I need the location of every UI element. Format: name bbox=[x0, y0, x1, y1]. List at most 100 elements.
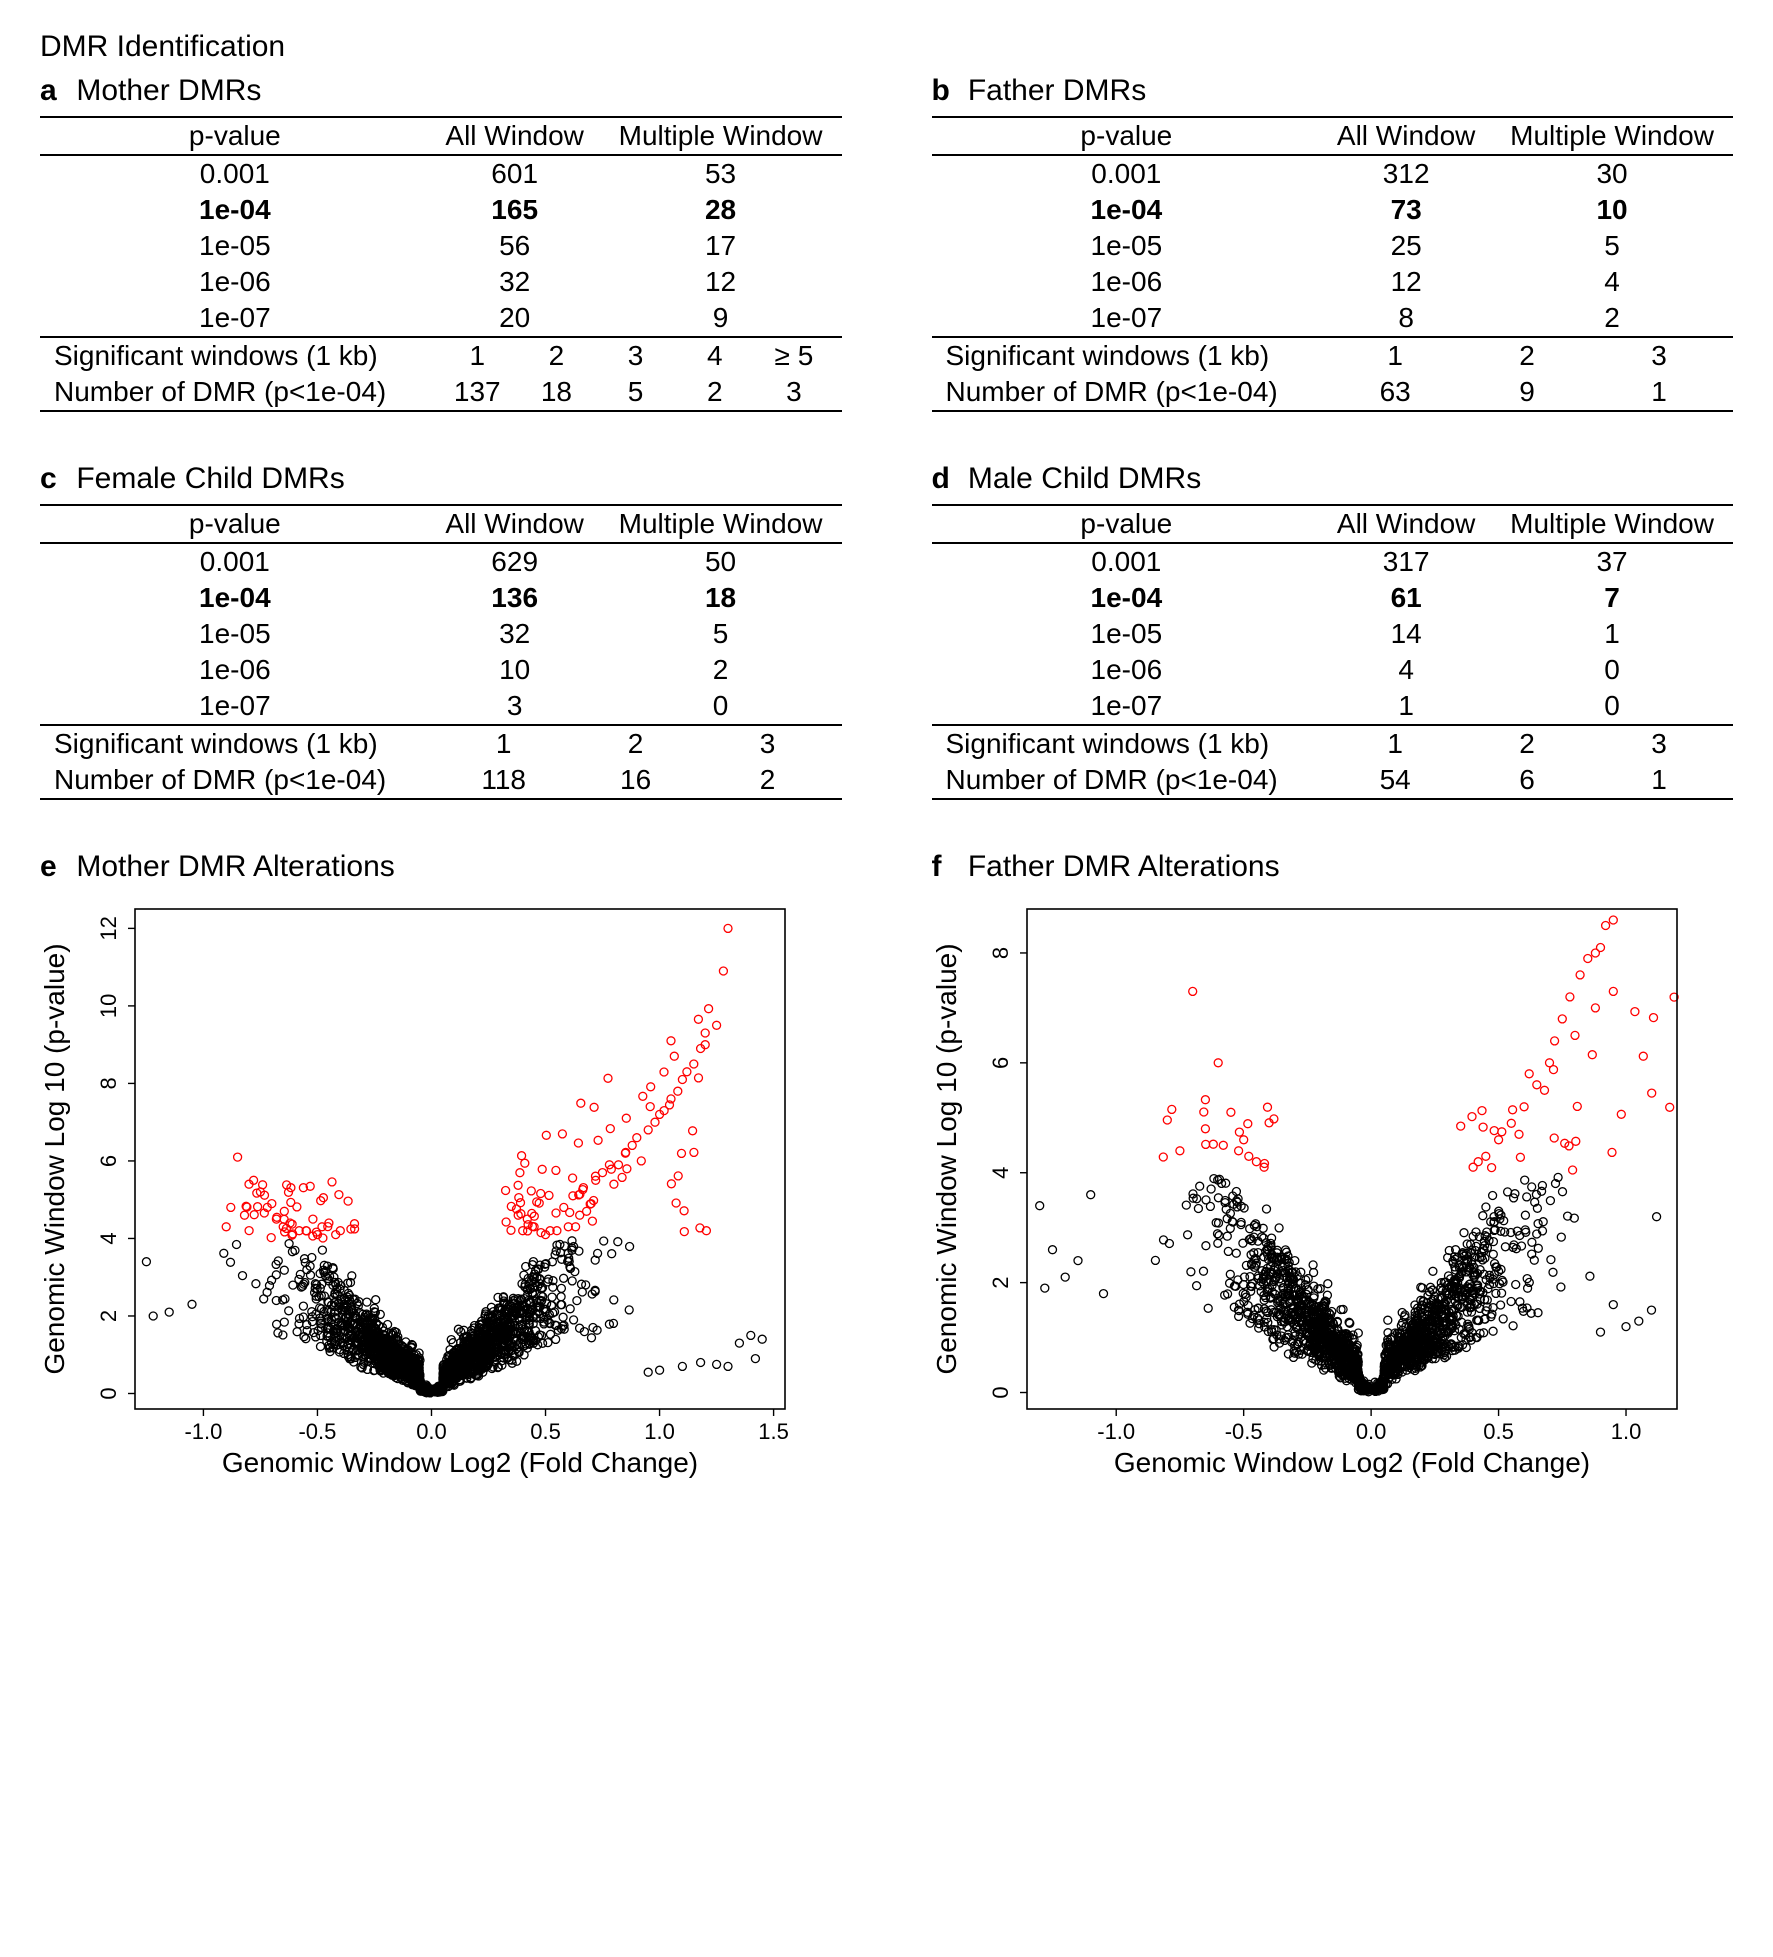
svg-text:8: 8 bbox=[988, 947, 1013, 959]
table-cell: 50 bbox=[600, 543, 842, 580]
svg-text:0.0: 0.0 bbox=[1355, 1419, 1386, 1444]
table-cell: 8 bbox=[1321, 300, 1491, 337]
table-cell: 5 bbox=[600, 616, 842, 652]
svg-text:8: 8 bbox=[96, 1077, 121, 1089]
table-cell: 1e-04 bbox=[932, 192, 1322, 228]
table-header: p-value bbox=[40, 117, 430, 155]
table-cell: 10 bbox=[430, 652, 600, 688]
sub-label: Number of DMR (p<1e-04) bbox=[40, 374, 430, 411]
sub-value-cell: 118 bbox=[438, 764, 570, 796]
svg-text:0: 0 bbox=[988, 1386, 1013, 1398]
sub-value-cell: 137 bbox=[438, 376, 517, 408]
sub-value-cell: 54 bbox=[1329, 764, 1461, 796]
panel-letter: d bbox=[932, 462, 960, 496]
sub-value-cell: 6 bbox=[1461, 764, 1593, 796]
f-chart: -1.0-0.50.00.51.002468Genomic Window Log… bbox=[932, 894, 1734, 1484]
table-cell: 0.001 bbox=[932, 543, 1322, 580]
table-cell: 0 bbox=[1491, 652, 1733, 688]
table-cell: 2 bbox=[600, 652, 842, 688]
table-cell: 18 bbox=[600, 580, 842, 616]
sub-values: 6391 bbox=[1321, 374, 1733, 411]
panel-e: e Mother DMR Alterations-1.0-0.50.00.51.… bbox=[40, 850, 842, 1484]
table-header: Multiple Window bbox=[600, 505, 842, 543]
panel-letter: e bbox=[40, 850, 68, 884]
sub-value-cell: 5 bbox=[596, 376, 675, 408]
panel-title: a Mother DMRs bbox=[40, 74, 842, 108]
table-cell: 0.001 bbox=[40, 155, 430, 192]
sub-value-cell: 9 bbox=[1461, 376, 1593, 408]
svg-text:0: 0 bbox=[96, 1387, 121, 1399]
panel-title: b Father DMRs bbox=[932, 74, 1734, 108]
e-chart: -1.0-0.50.00.51.01.5024681012Genomic Win… bbox=[40, 894, 842, 1484]
table-cell: 1e-05 bbox=[40, 228, 430, 264]
table-cell: 165 bbox=[430, 192, 600, 228]
table-cell: 32 bbox=[430, 264, 600, 300]
sub-label: Significant windows (1 kb) bbox=[40, 725, 430, 762]
table-cell: 30 bbox=[1491, 155, 1733, 192]
sub-header-cell: 3 bbox=[1593, 340, 1725, 372]
panel-a: a Mother DMRs p-valueAll WindowMultiple W… bbox=[40, 74, 842, 412]
sub-header-cell: 1 bbox=[1329, 340, 1461, 372]
table-cell: 3 bbox=[430, 688, 600, 725]
sub-header-cell: 2 bbox=[1461, 728, 1593, 760]
table-header: Multiple Window bbox=[1491, 505, 1733, 543]
table-header: All Window bbox=[430, 505, 600, 543]
sub-header-cell: 2 bbox=[1461, 340, 1593, 372]
table-cell: 12 bbox=[1321, 264, 1491, 300]
panel-title-text: Mother DMR Alterations bbox=[68, 850, 395, 883]
table-cell: 1e-06 bbox=[932, 652, 1322, 688]
table-cell: 17 bbox=[600, 228, 842, 264]
table-cell: 0 bbox=[600, 688, 842, 725]
table-cell: 14 bbox=[1321, 616, 1491, 652]
table-cell: 37 bbox=[1491, 543, 1733, 580]
svg-text:0.0: 0.0 bbox=[416, 1419, 447, 1444]
sub-value-cell: 1 bbox=[1593, 764, 1725, 796]
table-cell: 4 bbox=[1321, 652, 1491, 688]
table-header: All Window bbox=[430, 117, 600, 155]
table-cell: 9 bbox=[600, 300, 842, 337]
table-cell: 1e-05 bbox=[932, 228, 1322, 264]
table-cell: 1 bbox=[1321, 688, 1491, 725]
sub-label: Number of DMR (p<1e-04) bbox=[932, 374, 1322, 411]
sub-values: 13718523 bbox=[430, 374, 842, 411]
svg-text:-0.5: -0.5 bbox=[1224, 1419, 1262, 1444]
panel-title: d Male Child DMRs bbox=[932, 462, 1734, 496]
d-table: p-valueAll WindowMultiple Window0.001317… bbox=[932, 504, 1734, 800]
a-table: p-valueAll WindowMultiple Window0.001601… bbox=[40, 116, 842, 412]
sub-header-cell: 2 bbox=[517, 340, 596, 372]
panel-f: f Father DMR Alterations-1.0-0.50.00.51.… bbox=[932, 850, 1734, 1484]
table-header: All Window bbox=[1321, 117, 1491, 155]
svg-text:Genomic Window Log2 (Fold Chan: Genomic Window Log2 (Fold Change) bbox=[222, 1447, 698, 1478]
table-cell: 61 bbox=[1321, 580, 1491, 616]
sub-values: 123 bbox=[1321, 725, 1733, 762]
table-cell: 1e-07 bbox=[40, 688, 430, 725]
sub-label: Significant windows (1 kb) bbox=[40, 337, 430, 374]
sub-values: 118162 bbox=[430, 762, 842, 799]
sub-header-cell: 3 bbox=[702, 728, 834, 760]
svg-text:4: 4 bbox=[988, 1167, 1013, 1179]
svg-text:Genomic Window Log 10 (p-value: Genomic Window Log 10 (p-value) bbox=[40, 943, 70, 1374]
b-table: p-valueAll WindowMultiple Window0.001312… bbox=[932, 116, 1734, 412]
table-cell: 0 bbox=[1491, 688, 1733, 725]
panel-title: f Father DMR Alterations bbox=[932, 850, 1734, 884]
panel-title-text: Father DMRs bbox=[960, 74, 1147, 107]
table-header: p-value bbox=[40, 505, 430, 543]
sub-values: 123 bbox=[1321, 337, 1733, 374]
svg-text:4: 4 bbox=[96, 1232, 121, 1244]
sub-value-cell: 63 bbox=[1329, 376, 1461, 408]
table-cell: 25 bbox=[1321, 228, 1491, 264]
svg-text:2: 2 bbox=[96, 1310, 121, 1322]
sub-values: 123 bbox=[430, 725, 842, 762]
table-cell: 53 bbox=[600, 155, 842, 192]
table-cell: 7 bbox=[1491, 580, 1733, 616]
table-cell: 312 bbox=[1321, 155, 1491, 192]
table-header: p-value bbox=[932, 505, 1322, 543]
table-cell: 0.001 bbox=[40, 543, 430, 580]
sub-label: Number of DMR (p<1e-04) bbox=[932, 762, 1322, 799]
table-cell: 1e-06 bbox=[40, 264, 430, 300]
table-cell: 1e-04 bbox=[40, 580, 430, 616]
table-cell: 5 bbox=[1491, 228, 1733, 264]
sub-values: 1234≥ 5 bbox=[430, 337, 842, 374]
svg-text:12: 12 bbox=[96, 916, 121, 940]
sub-value-cell: 18 bbox=[517, 376, 596, 408]
